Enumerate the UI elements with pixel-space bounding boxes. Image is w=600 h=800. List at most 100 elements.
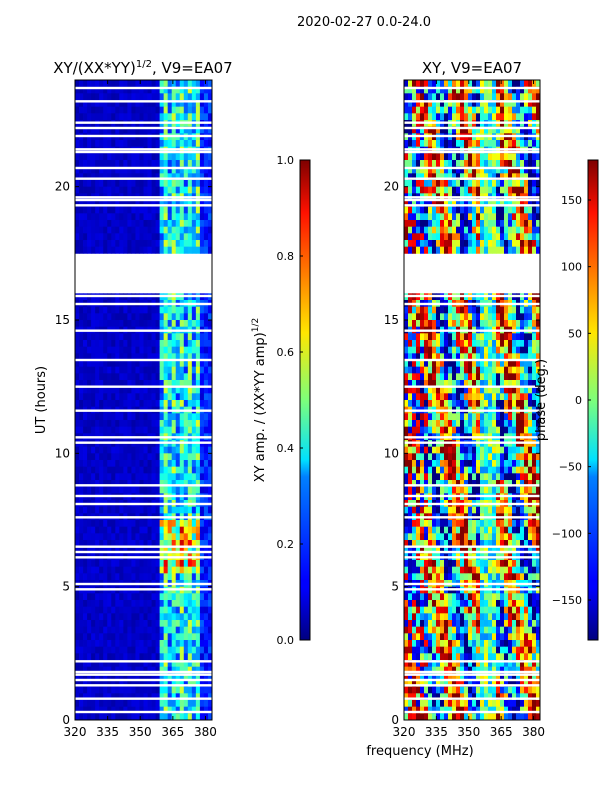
heatmap-cell [103, 653, 108, 661]
heatmap-cell [131, 526, 136, 534]
heatmap-cell [139, 153, 144, 161]
heatmap-cell [175, 306, 181, 314]
heatmap-cell [175, 226, 181, 234]
heatmap-cell [147, 386, 152, 394]
heatmap-cell [420, 180, 425, 188]
heatmap-cell [163, 453, 169, 461]
heatmap-cell [95, 386, 100, 394]
heatmap-cell [131, 366, 136, 374]
heatmap-cell [191, 126, 197, 134]
heatmap-cell [115, 380, 120, 388]
heatmap-cell [500, 380, 505, 388]
heatmap-cell [532, 233, 537, 241]
heatmap-cell [111, 180, 116, 188]
heatmap-cell [496, 353, 501, 361]
heatmap-cell [159, 460, 165, 468]
heatmap-cell [524, 93, 529, 101]
heatmap-cell [512, 100, 517, 108]
heatmap-cell [191, 606, 197, 614]
heatmap-cell [143, 466, 148, 474]
heatmap-cell [127, 413, 132, 421]
heatmap-cell [131, 540, 136, 548]
heatmap-cell [440, 473, 445, 481]
heatmap-cell [119, 153, 124, 161]
heatmap-cell [95, 686, 100, 694]
heatmap-cell [131, 186, 136, 194]
heatmap-cell [91, 606, 96, 614]
heatmap-cell [440, 393, 445, 401]
heatmap-cell [79, 613, 84, 621]
heatmap-cell [95, 380, 100, 388]
heatmap-cell [167, 653, 173, 661]
heatmap-cell [195, 573, 201, 581]
heatmap-cell [472, 153, 477, 161]
heatmap-cell [492, 173, 497, 181]
heatmap-cell [524, 100, 529, 108]
heatmap-cell [119, 693, 124, 701]
heatmap-cell [139, 613, 144, 621]
heatmap-cell [143, 626, 148, 634]
heatmap-cell [147, 566, 152, 574]
heatmap-cell [143, 126, 148, 134]
heatmap-cell [143, 653, 148, 661]
heatmap-cell [163, 166, 169, 174]
heatmap-cell [452, 186, 457, 194]
heatmap-cell [203, 140, 209, 148]
heatmap-cell [183, 673, 189, 681]
heatmap-cell [191, 466, 197, 474]
heatmap-cell [75, 706, 80, 714]
heatmap-cell [91, 480, 96, 488]
heatmap-cell [424, 226, 429, 234]
heatmap-cell [135, 100, 140, 108]
heatmap-cell [179, 113, 185, 121]
heatmap-cell [131, 140, 136, 148]
heatmap-cell [103, 313, 108, 321]
heatmap-cell [408, 346, 413, 354]
heatmap-cell [79, 653, 84, 661]
heatmap-cell [203, 126, 209, 134]
heatmap-cell [420, 153, 425, 161]
heatmap-cell [99, 460, 104, 468]
heatmap-cell [528, 106, 533, 114]
heatmap-cell [151, 453, 156, 461]
heatmap-cell [79, 93, 84, 101]
heatmap-cell [83, 340, 88, 348]
heatmap-cell [468, 333, 473, 341]
heatmap-cell [79, 346, 84, 354]
heatmap-cell [119, 180, 124, 188]
heatmap-cell [159, 666, 165, 674]
heatmap-cell [484, 340, 489, 348]
heatmap-cell [444, 360, 449, 368]
heatmap-cell [135, 413, 140, 421]
heatmap-cell [75, 360, 80, 368]
heatmap-cell [528, 173, 533, 181]
heatmap-cell [111, 226, 116, 234]
heatmap-cell [103, 340, 108, 348]
heatmap-cell [424, 106, 429, 114]
heatmap-cell [448, 346, 453, 354]
heatmap-cell [524, 180, 529, 188]
heatmap-cell [159, 180, 165, 188]
heatmap-cell [404, 153, 409, 161]
heatmap-cell [408, 306, 413, 314]
heatmap-cell [183, 213, 189, 221]
heatmap-cell [199, 306, 205, 314]
heatmap-cell [87, 226, 92, 234]
heatmap-cell [83, 113, 88, 121]
heatmap-cell [175, 380, 181, 388]
heatmap-cell [428, 233, 433, 241]
heatmap-cell [175, 540, 181, 548]
heatmap-cell [107, 306, 112, 314]
heatmap-cell [151, 113, 156, 121]
heatmap-cell [524, 160, 529, 168]
heatmap-cell [131, 480, 136, 488]
heatmap-cell [484, 80, 489, 88]
heatmap-cell [123, 626, 128, 634]
heatmap-cell [127, 700, 132, 708]
heatmap-cell [179, 620, 185, 628]
heatmap-cell [191, 313, 197, 321]
heatmap-cell [496, 173, 501, 181]
heatmap-cell [496, 446, 501, 454]
heatmap-cell [187, 666, 193, 674]
